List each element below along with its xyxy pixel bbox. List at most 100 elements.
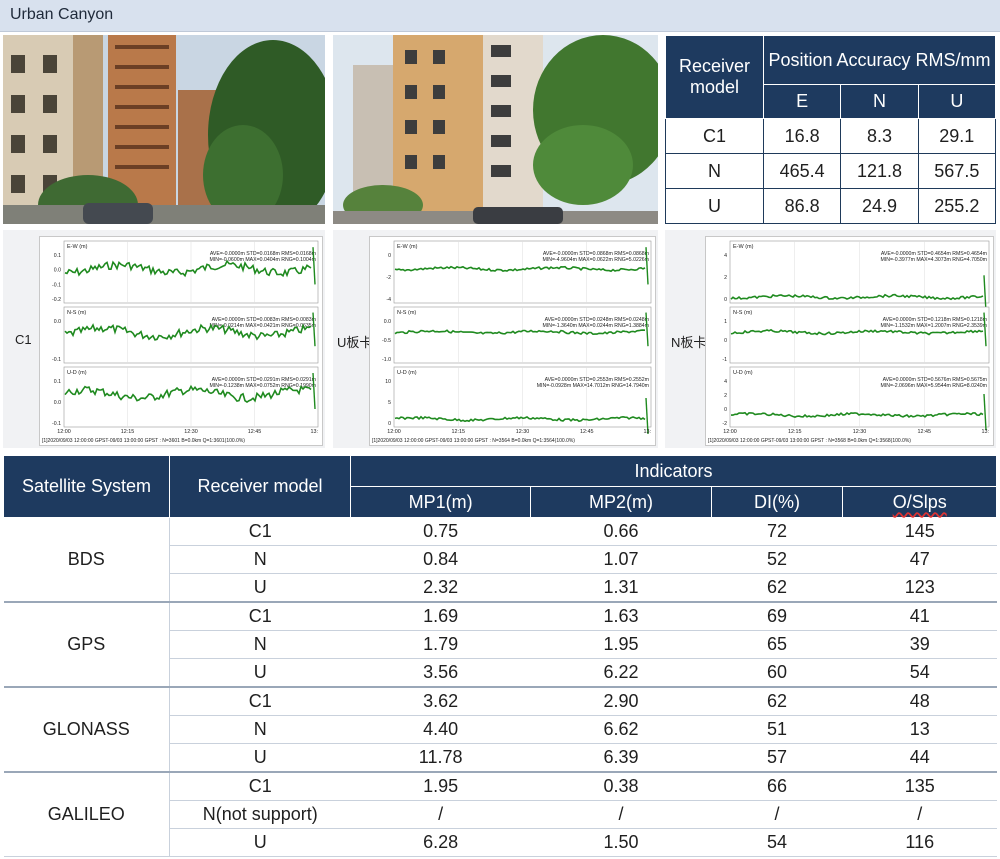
subplot-stats-2: MIN=-0.0928m MAX=14.7012m RNG=14.7940m — [537, 383, 649, 389]
satellite-system-cell: GLONASS — [3, 687, 170, 773]
subplot-stats-2: MIN=-0.3977m MAX=4.3073m RNG=4.7050m — [880, 257, 987, 263]
mp2-cell: / — [530, 800, 712, 829]
di-cell: 65 — [711, 630, 843, 659]
oslps-cell: 145 — [842, 517, 997, 546]
plot-panel-c1: C1 ORI= 28.220529990° 112.859858259° 44.… — [3, 230, 325, 448]
x-tick-label: 12:15 — [121, 429, 135, 435]
x-tick-label: 12:30 — [516, 429, 530, 435]
oslps-cell: 48 — [842, 687, 997, 716]
y-tick-label: -4 — [386, 297, 391, 303]
table-row: U 11.78 6.39 57 44 — [4, 743, 997, 773]
indicators-table: Satellite System Receiver model Indicato… — [3, 455, 997, 857]
receiver-model-cell: N — [169, 630, 351, 659]
x-tick-label: 13: — [644, 429, 652, 435]
di-cell: 51 — [711, 715, 843, 744]
subplot-stats-1: AVE=0.0000m STD=0.0248m RMS=0.0248m — [545, 317, 649, 323]
mp1-cell: 4.40 — [350, 715, 531, 744]
subplot-axis-label: N-S (m) — [67, 310, 86, 316]
di-cell: 60 — [711, 658, 843, 688]
mp2-cell: 6.22 — [530, 658, 712, 688]
subplot-axis-label: E-W (m) — [733, 244, 754, 250]
di-cell: 69 — [711, 602, 843, 631]
x-tick-label: 12:00 — [723, 429, 737, 435]
subplot-stats-1: AVE=-0.0000m STD=0.0868m RMS=0.0868m — [543, 251, 649, 257]
y-tick-label: 4 — [724, 253, 727, 259]
trace-spike — [312, 247, 316, 285]
mp2-cell: 6.62 — [530, 715, 712, 744]
accuracy-e: 86.8 — [762, 188, 842, 224]
table-row: BDS C1 0.75 0.66 72 145 — [3, 517, 997, 603]
subplot-axis-label: E-W (m) — [397, 244, 418, 250]
di-cell: 54 — [711, 828, 843, 857]
trace-spike — [645, 397, 649, 435]
oslps-cell: 13 — [842, 715, 997, 744]
subplot-stats-1: AVE=0.0000m STD=0.5676m RMS=0.5675m — [883, 377, 987, 383]
mp2-header: MP2(m) — [530, 486, 712, 518]
accuracy-row: U 86.8 24.9 255.2 — [665, 188, 997, 224]
mp1-cell: 1.95 — [350, 772, 531, 801]
x-tick-label: 12:45 — [248, 429, 262, 435]
y-tick-label: -0.1 — [52, 421, 61, 427]
y-tick-label: 4 — [724, 379, 727, 385]
subplot-axis-label: U-D (m) — [67, 370, 87, 376]
table-row: U 3.56 6.22 60 54 — [4, 658, 997, 688]
subplot-stats-1: AVE=-0.0000m STD=0.0168m RMS=0.0168m — [210, 251, 316, 257]
receiver-model-cell: U — [169, 658, 351, 688]
mp1-header: MP1(m) — [349, 486, 532, 518]
subplot-stats-1: AVE=0.0000m STD=0.0083m RMS=0.0083m — [212, 317, 316, 323]
subplot-axis-label: N-S (m) — [733, 310, 752, 316]
di-cell: 52 — [711, 545, 843, 574]
x-tick-label: 12:15 — [452, 429, 466, 435]
y-tick-label: 0 — [724, 338, 727, 344]
receiver-model-cell: U — [169, 573, 351, 603]
accuracy-row: C1 16.8 8.3 29.1 — [665, 118, 997, 154]
x-tick-label: 12:30 — [184, 429, 198, 435]
receiver-model-cell: U — [169, 828, 351, 857]
position-error-trace — [394, 415, 646, 423]
y-tick-label: -2 — [386, 275, 391, 281]
mp2-cell: 1.50 — [530, 828, 712, 857]
subplot-axis-label: E-W (m) — [67, 244, 88, 250]
receiver-model-header: Receiver model — [665, 35, 764, 119]
subplot-stats-2: MIN=-2.0696m MAX=5.9544m RNG=8.0240m — [880, 383, 987, 389]
di-header: DI(%) — [710, 486, 844, 518]
y-tick-label: -0.1 — [52, 357, 61, 363]
col-e-header: E — [762, 84, 842, 119]
oslps-cell: 135 — [842, 772, 997, 801]
mp2-cell: 1.07 — [530, 545, 712, 574]
x-tick-label: 12:15 — [788, 429, 802, 435]
mp1-cell: 1.79 — [350, 630, 531, 659]
di-cell: 72 — [711, 517, 843, 546]
accuracy-e: 465.4 — [762, 153, 842, 189]
receiver-model-cell: N(not support) — [169, 800, 351, 829]
plot-footer-text: [1]2020/09/03 12:00:00 GPST-09/03 13:00:… — [372, 438, 575, 444]
satellite-system-header: Satellite System — [3, 455, 170, 518]
mp2-cell: 1.31 — [530, 573, 712, 603]
trace-spike — [983, 275, 987, 313]
y-tick-label: 0 — [724, 407, 727, 413]
panel-label: N板卡 — [671, 335, 707, 350]
urban-canyon-photo-1 — [3, 35, 325, 224]
oslps-cell: 54 — [842, 658, 997, 688]
accuracy-u: 255.2 — [917, 188, 997, 224]
table-row: GALILEO C1 1.95 0.38 66 135 — [3, 772, 997, 857]
plot-footer-text: [1]2020/09/03 12:00:00 GPST-09/03 13:00:… — [42, 438, 245, 444]
receiver-model-cell: U — [169, 743, 351, 773]
col-n-header: N — [840, 84, 919, 119]
subplot-stats-1: AVE=0.0000m STD=0.1218m RMS=0.1218m — [883, 317, 987, 323]
y-tick-label: -0.2 — [52, 297, 61, 303]
accuracy-n: 121.8 — [840, 153, 919, 189]
mp1-cell: 0.75 — [350, 517, 531, 546]
mp2-cell: 6.39 — [530, 743, 712, 773]
subplot-axis-label: U-D (m) — [397, 370, 417, 376]
di-cell: 66 — [711, 772, 843, 801]
satellite-system-cell: GPS — [3, 602, 170, 688]
accuracy-u: 29.1 — [917, 118, 997, 154]
y-tick-label: 2 — [724, 393, 727, 399]
table-row: N(not support) / / / / — [4, 800, 997, 829]
position-error-plot: ORI= 28.220530146° 112.859859063° 44.764… — [705, 236, 994, 446]
y-tick-label: -0.5 — [382, 338, 391, 344]
y-tick-label: 10 — [385, 379, 391, 385]
scene-title: Urban Canyon — [10, 6, 114, 23]
position-error-plot: ORI= 28.220529990° 112.859858259° 44.691… — [39, 236, 323, 446]
